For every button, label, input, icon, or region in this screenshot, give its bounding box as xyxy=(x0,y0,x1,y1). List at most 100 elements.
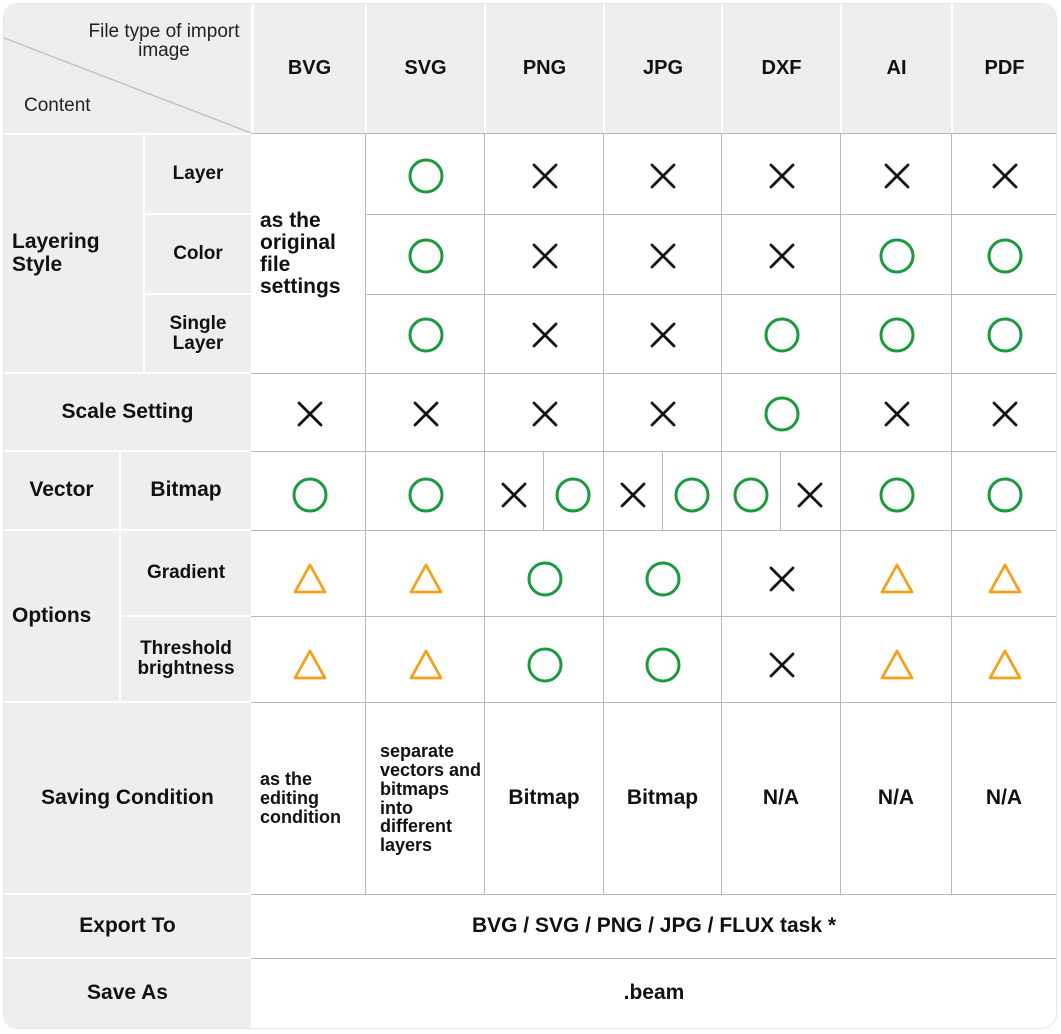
vector-bitmap-circle-icon xyxy=(733,477,768,513)
column-header-pdf: PDF xyxy=(953,4,1056,133)
row-label-options: Options xyxy=(4,531,119,701)
row-label-single-layer: Single Layer xyxy=(145,295,251,372)
export-to-value: BVG / SVG / PNG / JPG / FLUX task * xyxy=(471,914,837,938)
threshold-brightness-triangle-icon xyxy=(293,649,326,680)
color-cross-icon xyxy=(650,243,676,269)
row-label-save-as: Save As xyxy=(4,959,251,1028)
layer-cross-icon xyxy=(769,163,794,189)
threshold-brightness-circle-icon xyxy=(527,647,562,683)
column-header-bvg: BVG xyxy=(254,4,365,133)
column-header-ai: AI xyxy=(842,4,951,133)
layer-cross-icon xyxy=(650,163,676,189)
gradient-circle-icon xyxy=(527,561,562,597)
corner-diagonal-line xyxy=(4,37,251,133)
layer-cross-icon xyxy=(992,163,1017,189)
row-label-export-to: Export To xyxy=(4,895,251,957)
vector-bitmap-circle-icon xyxy=(292,477,327,513)
vector-bitmap-circle-icon xyxy=(674,477,709,513)
corner-top-label: File type of import image xyxy=(88,21,240,61)
scale-setting-cross-icon xyxy=(992,401,1017,427)
row-label-bitmap: Bitmap xyxy=(121,452,251,529)
gradient-cross-icon xyxy=(769,566,794,592)
layering-bvg-cell: as the original file settings xyxy=(260,208,341,299)
grid-line xyxy=(366,294,1056,295)
corner-header-cell: File type of import image Content xyxy=(4,4,251,133)
single-layer-circle-icon xyxy=(764,317,799,353)
gradient-triangle-icon xyxy=(409,563,442,594)
layer-cross-icon xyxy=(884,163,909,189)
gradient-triangle-icon xyxy=(988,563,1021,594)
grid-line xyxy=(251,133,1056,134)
single-layer-circle-icon xyxy=(987,317,1022,353)
saving-png-cell: Bitmap xyxy=(508,786,580,810)
row-label-gradient: Gradient xyxy=(121,531,251,615)
gradient-triangle-icon xyxy=(293,563,326,594)
scale-setting-cross-icon xyxy=(884,401,909,427)
grid-line xyxy=(366,214,1056,215)
column-header-jpg: JPG xyxy=(605,4,721,133)
row-label-scale-setting: Scale Setting xyxy=(4,374,251,450)
scale-setting-cross-icon xyxy=(532,401,557,427)
grid-line xyxy=(780,451,781,530)
saving-pdf-cell: N/A xyxy=(985,786,1023,810)
scale-setting-cross-icon xyxy=(297,401,322,427)
single-layer-circle-icon xyxy=(408,317,443,353)
row-label-layer: Layer xyxy=(145,135,251,213)
import-format-table: File type of import image Content BVG SVG… xyxy=(4,4,1056,1028)
threshold-brightness-circle-icon xyxy=(645,647,681,683)
threshold-brightness-triangle-icon xyxy=(880,649,913,680)
color-cross-icon xyxy=(532,243,557,269)
row-label-layering-style: Layering Style xyxy=(4,135,143,372)
saving-jpg-cell: Bitmap xyxy=(626,786,699,810)
gradient-circle-icon xyxy=(645,561,681,597)
vector-bitmap-circle-icon xyxy=(987,477,1022,513)
single-layer-cross-icon xyxy=(532,322,557,348)
vector-bitmap-cross-icon xyxy=(501,482,526,508)
saving-ai-cell: N/A xyxy=(877,786,915,810)
grid-line xyxy=(484,133,485,895)
row-label-saving-condition: Saving Condition xyxy=(4,703,251,893)
saving-dxf-cell: N/A xyxy=(762,786,800,810)
grid-line xyxy=(951,133,952,895)
row-label-threshold-brightness: Threshold brightness xyxy=(121,617,251,701)
save-as-value: .beam xyxy=(623,981,685,1005)
single-layer-circle-icon xyxy=(879,317,914,353)
grid-line xyxy=(721,133,722,895)
grid-line xyxy=(251,894,1056,895)
layer-cross-icon xyxy=(532,163,557,189)
grid-line xyxy=(251,616,1056,617)
vector-bitmap-cross-icon xyxy=(797,482,823,508)
threshold-brightness-triangle-icon xyxy=(988,649,1021,680)
grid-line xyxy=(251,373,1056,374)
color-circle-icon xyxy=(879,238,914,274)
grid-line xyxy=(251,451,1056,452)
grid-line xyxy=(840,133,841,895)
grid-line xyxy=(662,451,663,530)
column-header-png: PNG xyxy=(486,4,603,133)
layer-circle-icon xyxy=(408,158,443,194)
scale-setting-cross-icon xyxy=(650,401,676,427)
column-header-dxf: DXF xyxy=(723,4,840,133)
grid-line xyxy=(251,958,1056,959)
scale-setting-circle-icon xyxy=(764,396,799,432)
color-circle-icon xyxy=(408,238,443,274)
saving-bvg-cell: as the editing condition xyxy=(260,769,341,827)
saving-svg-cell: separate vectors and bitmaps into differ… xyxy=(380,740,482,856)
single-layer-cross-icon xyxy=(650,322,676,348)
column-header-svg: SVG xyxy=(367,4,484,133)
corner-bottom-label: Content xyxy=(24,95,91,116)
grid-line xyxy=(603,133,604,895)
grid-line xyxy=(543,451,544,530)
grid-line xyxy=(365,133,366,895)
vector-bitmap-circle-icon xyxy=(555,477,591,513)
row-label-color: Color xyxy=(145,215,251,293)
grid-line xyxy=(251,530,1056,531)
scale-setting-cross-icon xyxy=(413,401,438,427)
row-label-vector: Vector xyxy=(4,452,119,529)
vector-bitmap-circle-icon xyxy=(879,477,914,513)
vector-bitmap-cross-icon xyxy=(620,482,645,508)
color-cross-icon xyxy=(769,243,794,269)
vector-bitmap-circle-icon xyxy=(408,477,443,513)
color-circle-icon xyxy=(987,238,1022,274)
threshold-brightness-cross-icon xyxy=(769,652,794,678)
